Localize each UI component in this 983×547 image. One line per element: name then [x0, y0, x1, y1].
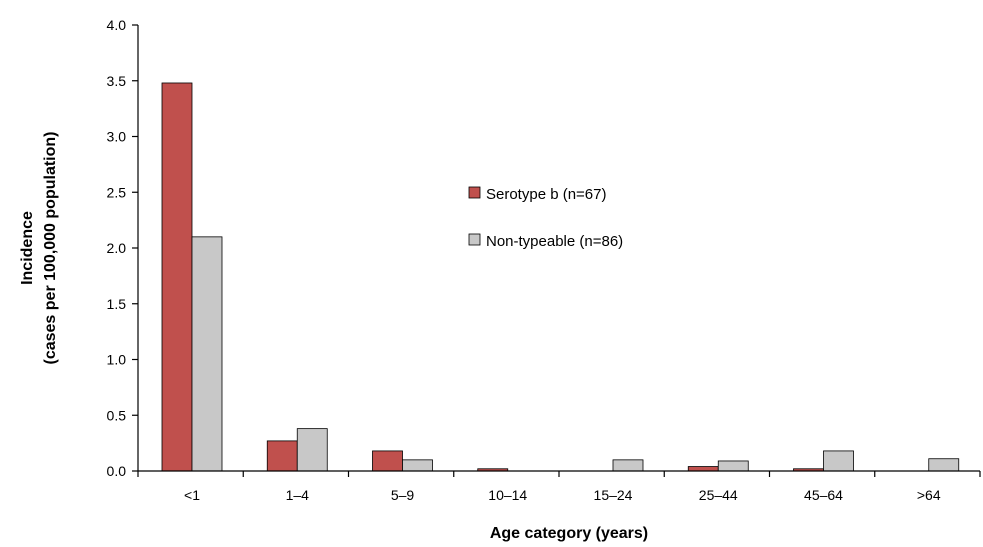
bar-non-typeable-4 — [612, 459, 644, 472]
legend-swatch-serotype-b — [468, 186, 481, 199]
y-axis-title-line-1: Incidence — [19, 211, 36, 285]
legend: Serotype b (n=67) Non-typeable (n=86) — [468, 186, 623, 250]
y-tick-label: 4.0 — [107, 17, 127, 33]
x-tick-label: 45–64 — [804, 487, 843, 503]
x-tick-label: 1–4 — [286, 487, 310, 503]
bar-serotype-b-1 — [266, 440, 298, 472]
bar-non-typeable-2 — [402, 459, 433, 472]
bar-serotype-b-2 — [372, 450, 403, 472]
x-tick-label: 25–44 — [699, 487, 738, 503]
y-axis-title: Incidence (cases per 100,000 population) — [19, 132, 59, 365]
x-axis-title: Age category (years) — [490, 525, 648, 542]
y-axis-ticks: 0.0 0.5 1.0 1.5 2.0 2.5 3.0 3.5 4.0 — [107, 17, 138, 479]
bar-serotype-b-0 — [161, 82, 193, 472]
legend-swatch-non-typeable — [468, 233, 481, 246]
y-tick-label: 3.0 — [107, 129, 127, 145]
y-tick-label: 2.0 — [107, 240, 127, 256]
bar-non-typeable-1 — [296, 428, 328, 472]
bar-non-typeable-6 — [823, 450, 854, 472]
y-axis-title-line-2: (cases per 100,000 population) — [42, 132, 59, 365]
y-tick-label: 0.5 — [107, 407, 127, 423]
x-tick-label: <1 — [184, 487, 200, 503]
x-tick-label: 5–9 — [391, 487, 415, 503]
bar-non-typeable-5 — [717, 460, 749, 472]
y-tick-label: 1.0 — [107, 352, 127, 368]
bar-non-typeable-0 — [191, 236, 223, 472]
y-tick-label: 2.5 — [107, 184, 127, 200]
legend-label-serotype-b: Serotype b (n=67) — [486, 186, 607, 203]
bar-serotype-b-5 — [687, 466, 719, 472]
x-tick-label: >64 — [917, 487, 941, 503]
bar-non-typeable-7 — [928, 458, 960, 472]
y-tick-label: 1.5 — [107, 296, 127, 312]
bars — [161, 82, 960, 472]
x-tick-label: 10–14 — [488, 487, 527, 503]
y-tick-label: 0.0 — [107, 463, 127, 479]
legend-label-non-typeable: Non-typeable (n=86) — [486, 233, 623, 250]
y-tick-label: 3.5 — [107, 73, 127, 89]
x-tick-label: 15–24 — [594, 487, 633, 503]
x-axis-ticks: <1 1–4 5–9 10–14 15–24 25–44 45–64 >64 — [137, 471, 981, 503]
